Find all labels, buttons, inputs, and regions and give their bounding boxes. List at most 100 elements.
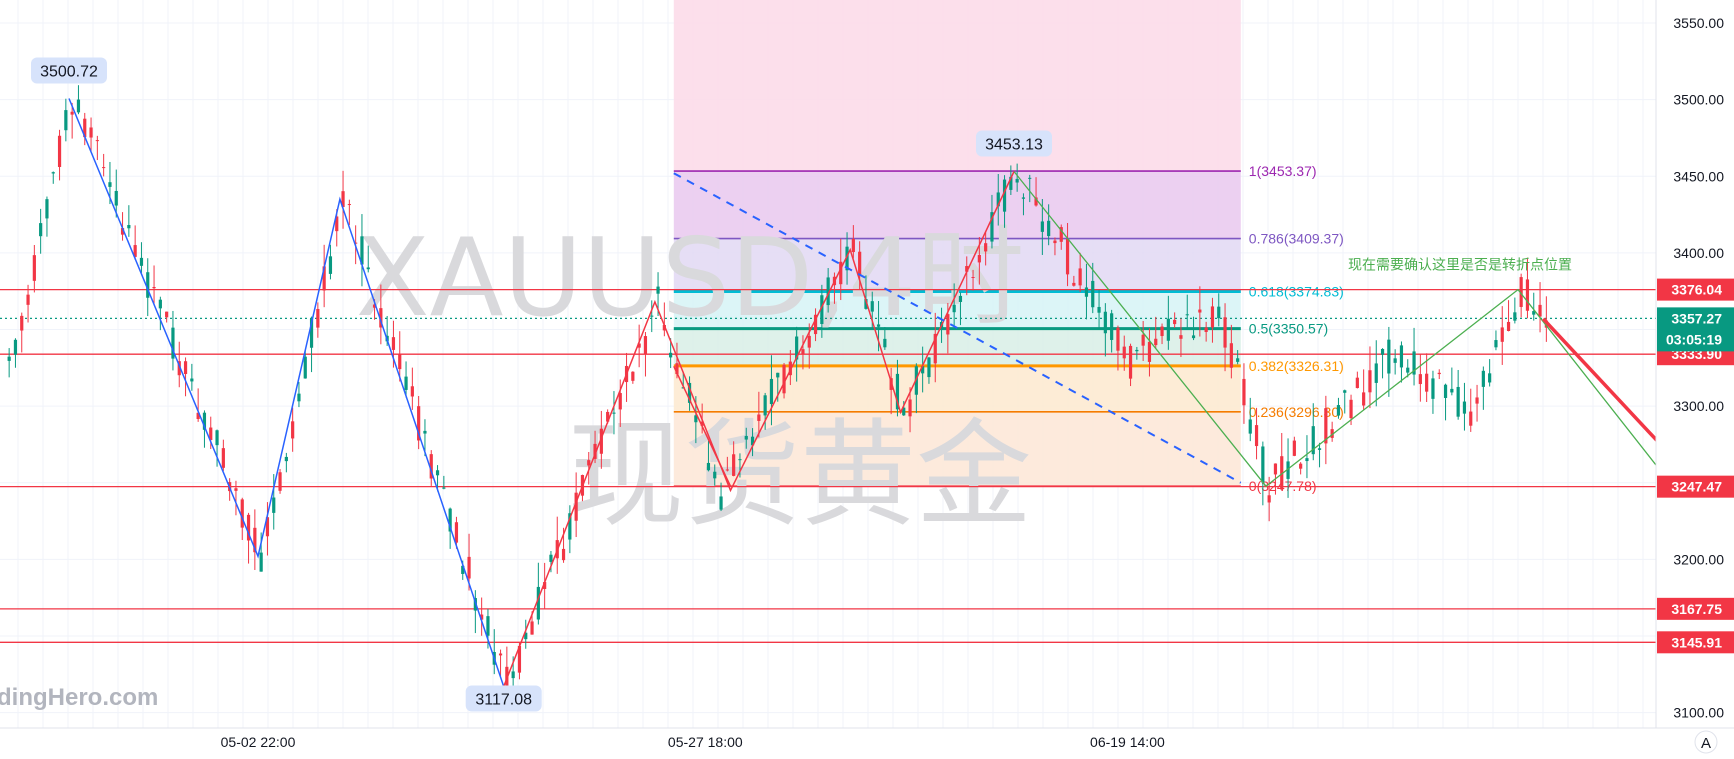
candle-body bbox=[234, 488, 238, 491]
candle-body bbox=[845, 246, 849, 271]
candle-body bbox=[1525, 279, 1530, 311]
candle-body bbox=[561, 548, 566, 561]
candle-body bbox=[1141, 334, 1145, 346]
candle-body bbox=[57, 135, 62, 167]
candle-body bbox=[1047, 220, 1051, 237]
candle-body bbox=[1267, 495, 1271, 503]
candle-body bbox=[379, 308, 383, 328]
candle-body bbox=[45, 199, 49, 219]
pivot-label-text: 3453.13 bbox=[985, 136, 1043, 153]
candle-body bbox=[171, 327, 175, 359]
candle-body bbox=[858, 251, 862, 276]
candle-body bbox=[322, 266, 326, 291]
candle-body bbox=[32, 255, 36, 281]
candle-body bbox=[788, 361, 792, 376]
price-axis[interactable]: 3550.003500.003450.003400.003350.003300.… bbox=[1655, 0, 1734, 728]
candle-body bbox=[454, 522, 459, 543]
candle-body bbox=[246, 514, 251, 541]
candle-body bbox=[102, 167, 106, 169]
candle-body bbox=[291, 421, 295, 439]
candle-body bbox=[1494, 340, 1498, 348]
candle-body bbox=[807, 335, 811, 348]
candle-body bbox=[599, 428, 603, 454]
brand-watermark: dingHero.com bbox=[0, 684, 158, 711]
candle-body bbox=[1456, 386, 1460, 417]
candle-body bbox=[757, 414, 761, 421]
candle-body bbox=[1393, 358, 1397, 363]
pivot-label-text: 3500.72 bbox=[40, 64, 98, 81]
candle-body bbox=[278, 472, 282, 491]
candle-body bbox=[1343, 390, 1347, 393]
candle-body bbox=[1160, 326, 1164, 337]
candle-body bbox=[1015, 178, 1019, 183]
candle-body bbox=[64, 110, 68, 131]
time-tick-label: 05-02 22:00 bbox=[221, 734, 296, 750]
candle-body bbox=[1002, 179, 1007, 212]
fib-band bbox=[673, 411, 1241, 487]
candle-body bbox=[984, 243, 988, 252]
candle-body bbox=[958, 295, 963, 302]
price-tick-label: 3200.00 bbox=[1673, 551, 1724, 567]
time-axis[interactable]: 05-02 22:00 05-27 18:00 06-19 14:00 bbox=[0, 727, 1734, 750]
candle-body bbox=[272, 497, 276, 513]
candle-body bbox=[637, 343, 641, 348]
candle-body bbox=[152, 287, 156, 289]
candle-body bbox=[517, 645, 522, 673]
candle-body bbox=[719, 496, 723, 510]
candle-body bbox=[120, 228, 125, 235]
candle-body bbox=[1437, 372, 1441, 375]
candle-body bbox=[335, 216, 339, 232]
candle-body bbox=[1418, 374, 1422, 385]
pivot-label-bg bbox=[31, 57, 107, 84]
fib-band bbox=[673, 238, 1241, 292]
fib-level-label: 0.5(3350.57) bbox=[1249, 321, 1328, 337]
candle-body bbox=[139, 257, 144, 266]
candle-body bbox=[146, 272, 150, 298]
brand-text: dingHero.com bbox=[0, 684, 158, 711]
candle-body bbox=[946, 314, 950, 335]
candle-body bbox=[39, 223, 43, 237]
candle-body bbox=[965, 266, 969, 272]
candle-body bbox=[1072, 282, 1076, 286]
candle-body bbox=[1425, 373, 1429, 392]
candle-body bbox=[606, 411, 610, 422]
candle-body bbox=[259, 552, 263, 572]
candle-body bbox=[114, 190, 118, 206]
candle-body bbox=[1374, 363, 1378, 383]
candle-body bbox=[1431, 378, 1435, 399]
candle-body bbox=[1091, 280, 1095, 308]
auto-scale-button[interactable]: A bbox=[1694, 730, 1718, 754]
candle-body bbox=[70, 111, 74, 115]
time-tick-label: 05-27 18:00 bbox=[668, 734, 743, 750]
candle-body bbox=[1280, 456, 1284, 490]
candle-body bbox=[883, 338, 887, 348]
candle-body bbox=[895, 373, 900, 410]
candle-body bbox=[1128, 345, 1133, 379]
candle-body bbox=[1538, 304, 1542, 317]
annotation-text: 现在需要确认这里是否是转折点位置 bbox=[1348, 257, 1572, 273]
candle-body bbox=[1273, 463, 1278, 475]
fib-band bbox=[673, 328, 1241, 366]
candle-body bbox=[20, 315, 24, 331]
candle-body bbox=[26, 294, 30, 305]
fib-level-label: 1(3453.37) bbox=[1249, 163, 1317, 179]
symbol-watermark: XAUUSD,4时 现货黄金 bbox=[356, 216, 1032, 543]
level-price-badge: 3247.47 bbox=[1671, 479, 1722, 495]
candle-body bbox=[417, 406, 421, 441]
candle-body bbox=[1305, 458, 1309, 462]
candle-body bbox=[524, 632, 528, 640]
level-price-badge-bg bbox=[1657, 597, 1734, 620]
candle-body bbox=[694, 415, 698, 423]
candle-body bbox=[7, 356, 11, 361]
candle-body bbox=[1229, 343, 1233, 368]
candle-body bbox=[669, 352, 673, 358]
candle-body bbox=[127, 225, 131, 229]
candle-body bbox=[486, 616, 490, 636]
current-price-badge: 3357.27 bbox=[1671, 310, 1722, 326]
candle-body bbox=[876, 324, 881, 327]
candle-body bbox=[549, 554, 553, 562]
candle-body bbox=[1028, 177, 1032, 179]
candle-body bbox=[1179, 335, 1183, 339]
